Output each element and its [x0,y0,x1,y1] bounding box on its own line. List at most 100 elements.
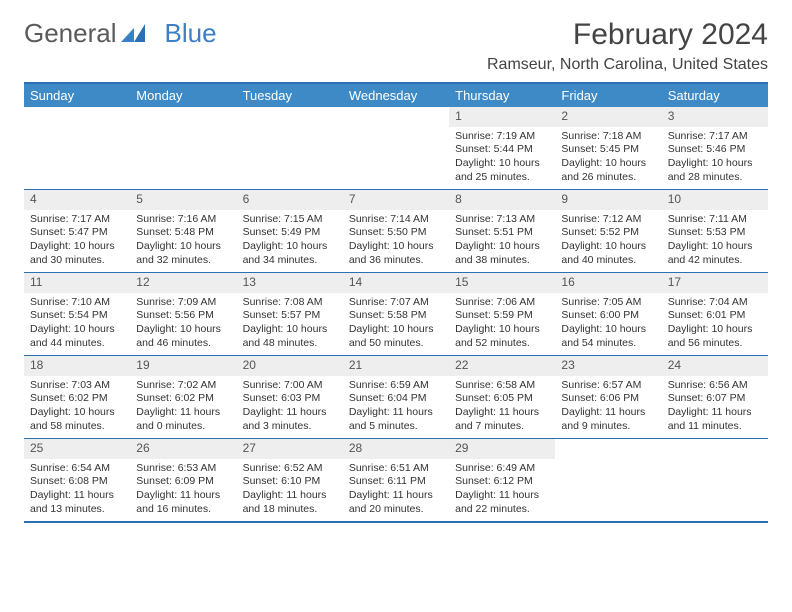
day-number: 5 [130,190,236,210]
day-body: Sunrise: 7:17 AMSunset: 5:47 PMDaylight:… [24,210,130,272]
day-cell: 14Sunrise: 7:07 AMSunset: 5:58 PMDayligh… [343,273,449,355]
title-block: February 2024 Ramseur, North Carolina, U… [487,18,768,74]
day-cell [555,439,661,521]
daylight-text: Daylight: 10 hours and 54 minutes. [561,323,655,350]
day-body: Sunrise: 6:51 AMSunset: 6:11 PMDaylight:… [343,459,449,521]
day-cell [130,107,236,189]
sunrise-text: Sunrise: 7:07 AM [349,296,443,310]
daylight-text: Daylight: 11 hours and 3 minutes. [243,406,337,433]
daylight-text: Daylight: 10 hours and 34 minutes. [243,240,337,267]
day-body: Sunrise: 7:07 AMSunset: 5:58 PMDaylight:… [343,293,449,355]
daylight-text: Daylight: 10 hours and 52 minutes. [455,323,549,350]
daylight-text: Daylight: 10 hours and 30 minutes. [30,240,124,267]
week-row: 25Sunrise: 6:54 AMSunset: 6:08 PMDayligh… [24,438,768,521]
daylight-text: Daylight: 10 hours and 42 minutes. [668,240,762,267]
day-number: 27 [237,439,343,459]
sunrise-text: Sunrise: 6:53 AM [136,462,230,476]
sunrise-text: Sunrise: 7:14 AM [349,213,443,227]
sunrise-text: Sunrise: 6:58 AM [455,379,549,393]
day-number: 26 [130,439,236,459]
daylight-text: Daylight: 11 hours and 11 minutes. [668,406,762,433]
logo: General Blue [24,18,217,49]
location: Ramseur, North Carolina, United States [487,56,768,74]
day-cell: 26Sunrise: 6:53 AMSunset: 6:09 PMDayligh… [130,439,236,521]
day-body: Sunrise: 7:08 AMSunset: 5:57 PMDaylight:… [237,293,343,355]
sunset-text: Sunset: 6:10 PM [243,475,337,489]
day-number: 17 [662,273,768,293]
day-number: 19 [130,356,236,376]
day-cell: 6Sunrise: 7:15 AMSunset: 5:49 PMDaylight… [237,190,343,272]
day-cell: 21Sunrise: 6:59 AMSunset: 6:04 PMDayligh… [343,356,449,438]
sunset-text: Sunset: 5:48 PM [136,226,230,240]
day-number: 2 [555,107,661,127]
day-body: Sunrise: 7:15 AMSunset: 5:49 PMDaylight:… [237,210,343,272]
day-cell: 19Sunrise: 7:02 AMSunset: 6:02 PMDayligh… [130,356,236,438]
day-cell: 25Sunrise: 6:54 AMSunset: 6:08 PMDayligh… [24,439,130,521]
day-body: Sunrise: 6:59 AMSunset: 6:04 PMDaylight:… [343,376,449,438]
day-number: 20 [237,356,343,376]
sunrise-text: Sunrise: 6:56 AM [668,379,762,393]
sunset-text: Sunset: 6:02 PM [136,392,230,406]
sunrise-text: Sunrise: 6:54 AM [30,462,124,476]
daylight-text: Daylight: 10 hours and 38 minutes. [455,240,549,267]
day-number: 16 [555,273,661,293]
day-body: Sunrise: 7:16 AMSunset: 5:48 PMDaylight:… [130,210,236,272]
sunrise-text: Sunrise: 7:12 AM [561,213,655,227]
sunrise-text: Sunrise: 6:49 AM [455,462,549,476]
day-cell: 27Sunrise: 6:52 AMSunset: 6:10 PMDayligh… [237,439,343,521]
daylight-text: Daylight: 10 hours and 58 minutes. [30,406,124,433]
daylight-text: Daylight: 10 hours and 56 minutes. [668,323,762,350]
day-body: Sunrise: 7:06 AMSunset: 5:59 PMDaylight:… [449,293,555,355]
daylight-text: Daylight: 11 hours and 18 minutes. [243,489,337,516]
day-number: 25 [24,439,130,459]
sunset-text: Sunset: 5:45 PM [561,143,655,157]
sunset-text: Sunset: 6:07 PM [668,392,762,406]
sunset-text: Sunset: 6:05 PM [455,392,549,406]
sunrise-text: Sunrise: 6:57 AM [561,379,655,393]
day-number: 9 [555,190,661,210]
sunset-text: Sunset: 5:56 PM [136,309,230,323]
daylight-text: Daylight: 10 hours and 48 minutes. [243,323,337,350]
sunset-text: Sunset: 6:11 PM [349,475,443,489]
day-cell: 12Sunrise: 7:09 AMSunset: 5:56 PMDayligh… [130,273,236,355]
day-number: 24 [662,356,768,376]
day-body: Sunrise: 6:58 AMSunset: 6:05 PMDaylight:… [449,376,555,438]
week-row: 4Sunrise: 7:17 AMSunset: 5:47 PMDaylight… [24,189,768,272]
weeks-container: 1Sunrise: 7:19 AMSunset: 5:44 PMDaylight… [24,107,768,521]
sunset-text: Sunset: 5:53 PM [668,226,762,240]
sunrise-text: Sunrise: 7:09 AM [136,296,230,310]
daylight-text: Daylight: 11 hours and 13 minutes. [30,489,124,516]
daylight-text: Daylight: 10 hours and 44 minutes. [30,323,124,350]
logo-mark-icon [121,18,147,49]
sunset-text: Sunset: 5:57 PM [243,309,337,323]
day-body: Sunrise: 7:18 AMSunset: 5:45 PMDaylight:… [555,127,661,189]
day-cell: 1Sunrise: 7:19 AMSunset: 5:44 PMDaylight… [449,107,555,189]
daylight-text: Daylight: 10 hours and 46 minutes. [136,323,230,350]
week-row: 11Sunrise: 7:10 AMSunset: 5:54 PMDayligh… [24,272,768,355]
day-header: Tuesday [237,84,343,107]
day-cell: 9Sunrise: 7:12 AMSunset: 5:52 PMDaylight… [555,190,661,272]
day-header: Thursday [449,84,555,107]
day-number: 22 [449,356,555,376]
day-number: 15 [449,273,555,293]
sunrise-text: Sunrise: 7:18 AM [561,130,655,144]
day-number: 4 [24,190,130,210]
sunrise-text: Sunrise: 7:11 AM [668,213,762,227]
daylight-text: Daylight: 11 hours and 20 minutes. [349,489,443,516]
day-number: 18 [24,356,130,376]
day-number: 11 [24,273,130,293]
sunrise-text: Sunrise: 7:03 AM [30,379,124,393]
day-cell: 2Sunrise: 7:18 AMSunset: 5:45 PMDaylight… [555,107,661,189]
day-body: Sunrise: 6:54 AMSunset: 6:08 PMDaylight:… [24,459,130,521]
day-number: 7 [343,190,449,210]
daylight-text: Daylight: 11 hours and 22 minutes. [455,489,549,516]
day-body: Sunrise: 6:49 AMSunset: 6:12 PMDaylight:… [449,459,555,521]
sunset-text: Sunset: 5:46 PM [668,143,762,157]
sunset-text: Sunset: 5:52 PM [561,226,655,240]
day-cell: 23Sunrise: 6:57 AMSunset: 6:06 PMDayligh… [555,356,661,438]
day-number: 23 [555,356,661,376]
sunrise-text: Sunrise: 6:51 AM [349,462,443,476]
day-body: Sunrise: 7:05 AMSunset: 6:00 PMDaylight:… [555,293,661,355]
day-header: Friday [555,84,661,107]
day-number: 6 [237,190,343,210]
